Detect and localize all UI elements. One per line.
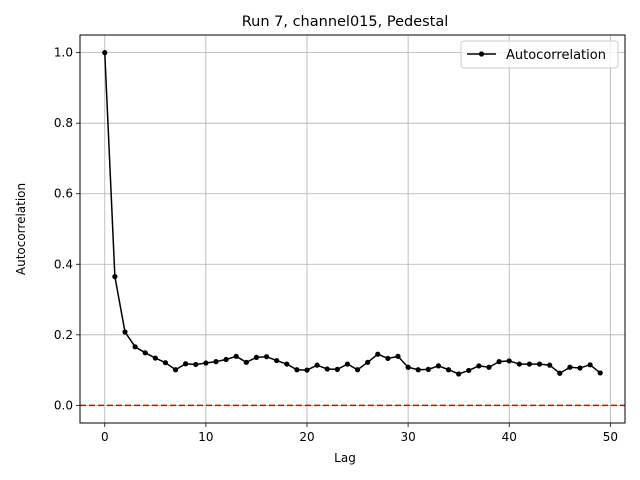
data-point — [445, 367, 452, 373]
data-point — [526, 361, 533, 367]
x-tick-label: 50 — [603, 430, 618, 444]
data-point — [506, 358, 512, 364]
data-point — [415, 367, 421, 373]
data-point — [405, 364, 411, 370]
x-tick-label: 30 — [400, 430, 415, 444]
x-tick-label: 10 — [198, 430, 213, 444]
y-tick-label: 0.6 — [54, 187, 73, 201]
data-point — [253, 354, 260, 360]
data-point — [162, 360, 169, 366]
data-point — [102, 50, 108, 56]
data-point — [476, 363, 482, 369]
data-point — [395, 353, 401, 359]
x-axis-label: Lag — [334, 451, 356, 465]
data-point — [425, 366, 431, 372]
data-point — [314, 362, 320, 368]
data-point — [536, 361, 543, 367]
y-tick-label: 0.8 — [54, 116, 73, 130]
data-point — [365, 359, 371, 365]
data-point — [183, 361, 189, 367]
x-axis-ticks: 0 10 20 30 40 50 — [101, 423, 618, 444]
data-point — [223, 356, 229, 363]
data-point — [304, 367, 310, 373]
legend-marker-swatch — [478, 51, 485, 57]
data-point — [577, 365, 583, 371]
data-point — [284, 361, 290, 367]
data-point — [132, 344, 138, 350]
legend-box — [460, 40, 619, 69]
data-point — [193, 361, 199, 368]
data-point — [516, 361, 522, 367]
data-point — [142, 350, 148, 356]
y-tick-label: 0.4 — [54, 257, 73, 271]
data-point — [597, 370, 603, 376]
data-point — [152, 355, 158, 361]
data-point — [557, 370, 563, 376]
series-autocorrelation — [102, 50, 603, 377]
data-point — [334, 366, 340, 372]
y-tick-label: 1.0 — [54, 46, 73, 60]
y-axis-label: Autocorrelation — [14, 183, 28, 275]
data-point — [587, 362, 593, 368]
legend: Autocorrelation — [460, 40, 619, 69]
data-point — [203, 360, 209, 366]
data-point — [375, 351, 381, 357]
chart-title: Run 7, channel015, Pedestal — [242, 14, 449, 30]
legend-label: Autocorrelation — [506, 48, 606, 63]
data-point — [547, 362, 553, 368]
data-point — [385, 355, 391, 362]
data-point — [567, 364, 573, 370]
data-point — [233, 353, 239, 359]
x-tick-label: 0 — [101, 430, 109, 444]
y-axis-ticks: 0.0 0.2 0.4 0.6 0.8 1.0 — [54, 46, 80, 412]
data-point — [263, 354, 270, 360]
data-point — [456, 371, 462, 377]
data-point — [324, 366, 330, 372]
x-tick-label: 40 — [502, 430, 517, 444]
data-point — [112, 274, 118, 280]
y-tick-label: 0.2 — [54, 328, 73, 342]
data-point — [466, 367, 472, 374]
data-point — [435, 363, 442, 369]
data-point — [294, 367, 300, 373]
x-tick-label: 20 — [299, 430, 314, 444]
data-point — [486, 364, 492, 370]
data-point — [344, 361, 351, 367]
data-point — [354, 367, 361, 373]
y-tick-label: 0.0 — [54, 398, 73, 412]
plot-frame — [79, 34, 626, 424]
data-point — [243, 359, 249, 365]
data-point — [122, 329, 128, 335]
data-point — [172, 367, 179, 373]
data-point — [274, 357, 280, 364]
data-point — [496, 359, 502, 365]
data-point — [213, 359, 219, 365]
